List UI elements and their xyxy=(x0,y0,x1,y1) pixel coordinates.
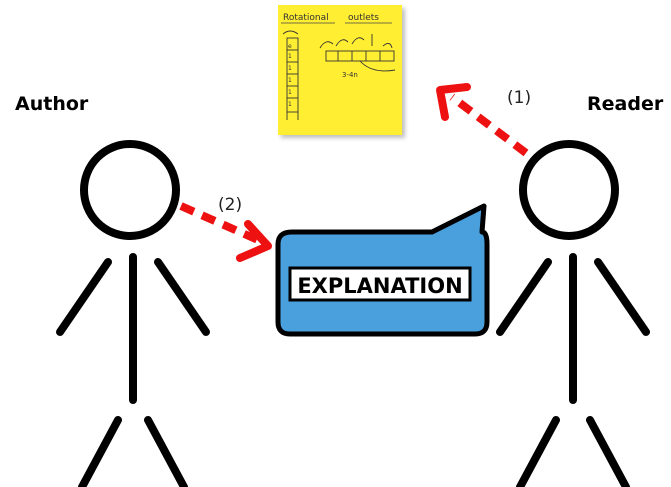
sticky-note-caption: 3-4n xyxy=(342,71,358,79)
explanation-bubble: EXPLANATION xyxy=(275,203,490,337)
explanation-label: EXPLANATION xyxy=(297,274,462,298)
svg-text:1: 1 xyxy=(288,65,292,72)
arrow-reader-to-note xyxy=(436,83,529,157)
arrow-2-shaft xyxy=(179,202,260,244)
svg-text:1: 1 xyxy=(288,53,292,60)
author-head xyxy=(80,140,180,240)
author-right-leg xyxy=(144,416,188,487)
sticky-note-title-left: Rotational xyxy=(283,13,329,23)
arrow-2-head xyxy=(236,220,272,262)
step-2-label: (2) xyxy=(218,195,242,215)
author-figure xyxy=(56,140,210,487)
reader-figure xyxy=(496,140,650,487)
author-label: Author xyxy=(15,93,89,115)
sticky-note-paper xyxy=(278,5,402,135)
explanation-label-box xyxy=(288,266,472,302)
arrow-1-head xyxy=(436,83,471,121)
svg-text:e: e xyxy=(288,43,292,50)
reader-head xyxy=(519,140,619,240)
svg-text:1: 1 xyxy=(288,77,292,84)
step-1-label: (1) xyxy=(507,88,531,108)
author-right-arm xyxy=(154,258,210,336)
author-left-leg xyxy=(78,416,122,487)
author-left-arm xyxy=(56,258,112,336)
svg-text:1: 1 xyxy=(288,89,292,96)
arrow-1-shaft xyxy=(449,93,529,157)
sticky-note: Rotational outlets e xyxy=(278,5,402,135)
sticky-note-title-right: outlets xyxy=(348,13,379,23)
reader-left-leg xyxy=(516,416,560,487)
reader-right-arm xyxy=(594,258,650,336)
arrow-author-to-explanation xyxy=(179,202,272,262)
reader-right-leg xyxy=(586,416,630,487)
reader-label: Reader xyxy=(587,93,664,115)
sticky-note-sketch xyxy=(282,30,396,120)
svg-text:1: 1 xyxy=(288,101,292,108)
reader-left-arm xyxy=(496,258,552,336)
